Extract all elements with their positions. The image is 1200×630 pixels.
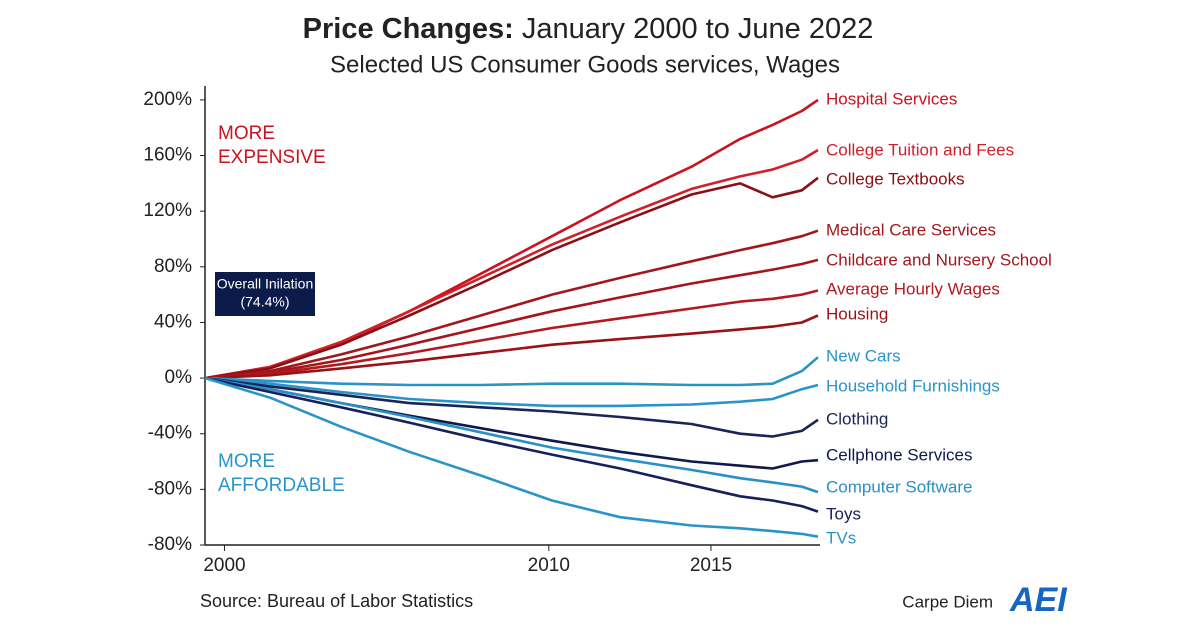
title-text: January 2000 to June 2022 <box>522 13 874 45</box>
chart-subtitle: Selected US Consumer Goods services, Wag… <box>330 51 840 78</box>
y-tick-label: 0% <box>165 367 193 388</box>
annotation: MORE <box>218 123 275 144</box>
series-label: Cellphone Services <box>826 445 972 464</box>
series-label: College Tuition and Fees <box>826 140 1014 159</box>
series-line <box>204 289 819 380</box>
series-line <box>204 314 819 380</box>
y-tick-label: -80% <box>148 478 192 499</box>
series-label: Housing <box>826 304 888 323</box>
x-tick-label: 2010 <box>528 555 570 576</box>
callout-text: Overall Inilation <box>217 276 314 292</box>
series-label: New Cars <box>826 346 901 365</box>
callout-text: (74.4%) <box>240 294 289 310</box>
x-tick-label: 2015 <box>690 555 732 576</box>
series-label: Toys <box>826 504 861 523</box>
source: Source: Bureau of Labor Statistics <box>200 591 473 611</box>
series-line <box>204 376 819 538</box>
y-tick-label: 120% <box>143 200 192 221</box>
annotation: EXPENSIVE <box>218 147 326 168</box>
annotation: AFFORDABLE <box>218 475 345 496</box>
series-label: Household Furnishings <box>826 376 1000 395</box>
series-label: Medical Care Services <box>826 220 996 239</box>
annotation: MORE <box>218 451 275 472</box>
y-tick-label: -80% <box>148 534 192 555</box>
chart-title: Price Changes: January 2000 to June 2022 <box>303 13 874 45</box>
series-line <box>204 376 819 408</box>
series-label: Childcare and Nursery School <box>826 250 1052 269</box>
series-label: Hospital Services <box>826 89 957 108</box>
series-line <box>204 176 819 380</box>
series-label: College Textbooks <box>826 169 965 188</box>
series-line <box>204 376 819 513</box>
series-label: Clothing <box>826 409 888 428</box>
series-line <box>204 376 819 494</box>
callout-box <box>215 272 315 316</box>
y-tick-label: 40% <box>154 311 192 332</box>
y-tick-label: -40% <box>148 423 192 444</box>
logo: AEI <box>1009 581 1068 619</box>
x-tick-label: 2000 <box>203 555 245 576</box>
y-tick-label: 200% <box>143 89 192 110</box>
credit: Carpe Diem <box>902 592 993 611</box>
series-line <box>204 356 819 387</box>
y-tick-label: 160% <box>143 145 192 166</box>
series-line <box>204 148 819 380</box>
series-line <box>204 376 819 470</box>
series-label: Computer Software <box>826 477 972 496</box>
series-line <box>204 376 819 438</box>
series-label: Average Hourly Wages <box>826 279 1000 298</box>
title-lead: Price Changes: <box>303 13 514 45</box>
series-line <box>204 229 819 380</box>
series-line <box>204 258 819 380</box>
y-tick-label: 80% <box>154 256 192 277</box>
series-label: TVs <box>826 528 856 547</box>
